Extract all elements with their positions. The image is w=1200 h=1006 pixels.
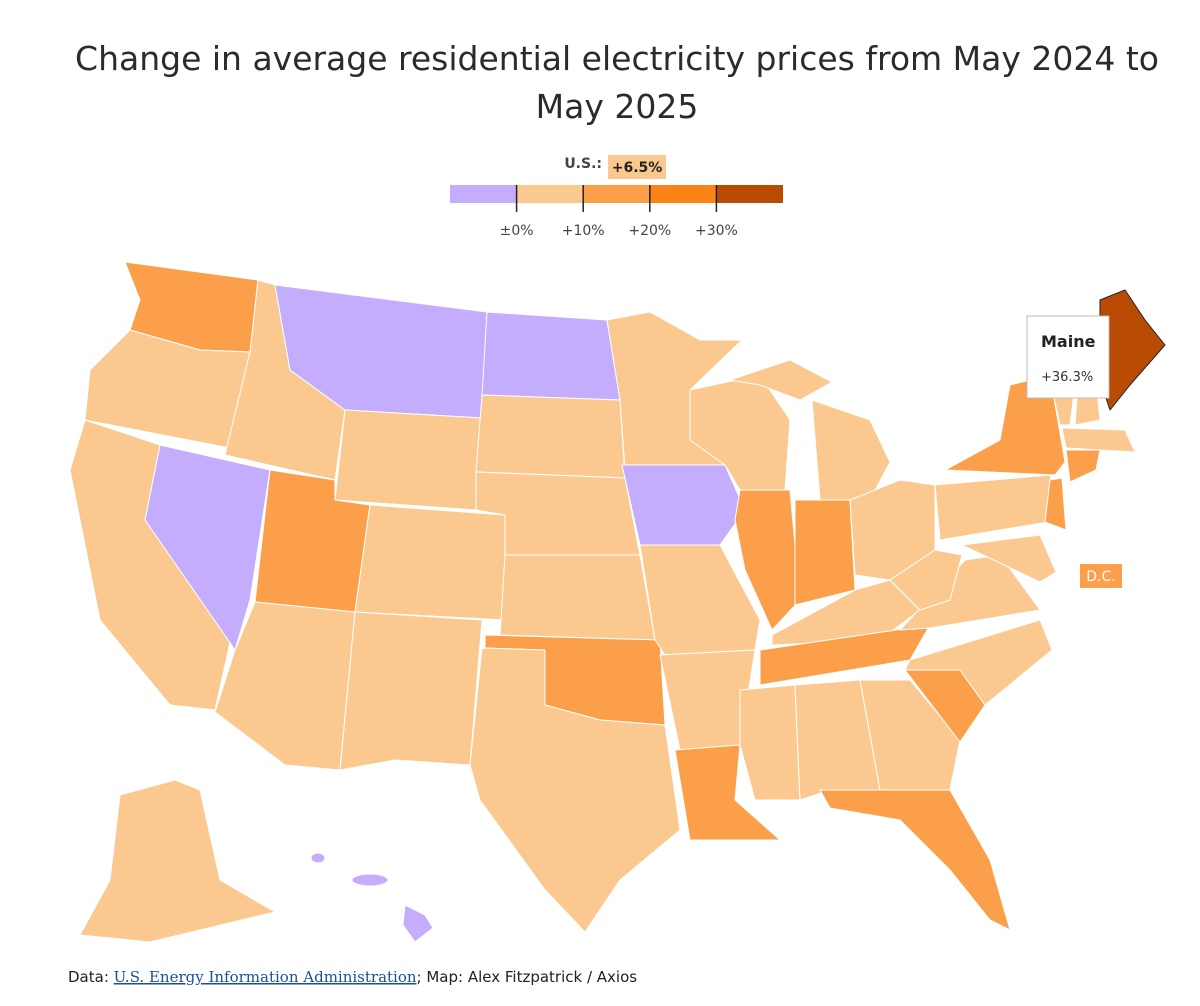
tooltip-box xyxy=(1026,315,1110,399)
state xyxy=(739,684,801,801)
legend-tick-label: +20% xyxy=(628,223,671,239)
footer: Data: U.S. Energy Information Administra… xyxy=(68,968,637,986)
state xyxy=(859,679,961,791)
us-value: +6.5% xyxy=(612,160,663,176)
state xyxy=(674,744,781,841)
state xyxy=(729,359,833,401)
state xyxy=(481,311,621,401)
state xyxy=(144,444,271,651)
legend-swatch xyxy=(649,185,717,203)
state xyxy=(934,474,1061,541)
legend-tick-label: +30% xyxy=(695,223,738,239)
legend: ±0% +10% +20% +30% xyxy=(450,185,783,239)
state xyxy=(889,549,963,611)
us-value-box xyxy=(608,155,666,179)
legend-swatch xyxy=(450,185,517,203)
state xyxy=(1065,449,1101,483)
state xyxy=(475,394,626,479)
state xyxy=(811,399,891,501)
state xyxy=(734,489,801,631)
legend-tick-label: +10% xyxy=(562,223,605,239)
source-link[interactable]: U.S. Energy Information Administration xyxy=(114,968,417,986)
state xyxy=(1099,289,1166,411)
title: May 2025 xyxy=(536,87,699,126)
footer-credit: ; Map: Alex Fitzpatrick / Axios xyxy=(417,968,638,986)
state xyxy=(1061,427,1136,453)
title: Change in average residential electricit… xyxy=(75,39,1159,78)
state xyxy=(339,611,483,771)
state xyxy=(621,464,746,546)
legend-swatch xyxy=(583,185,650,203)
state xyxy=(819,789,1011,931)
us-label: U.S.: xyxy=(564,156,602,172)
dc-box xyxy=(1080,564,1122,588)
state xyxy=(402,904,434,943)
dc-label: D.C. xyxy=(1086,569,1115,585)
footer-prefix: Data: xyxy=(68,968,109,986)
state xyxy=(310,852,326,864)
legend-tick-label: ±0% xyxy=(500,223,534,239)
state xyxy=(904,619,1053,706)
legend-swatch xyxy=(716,185,783,203)
state xyxy=(1044,477,1067,531)
tooltip-value: +36.3% xyxy=(1041,370,1093,385)
state xyxy=(79,779,276,943)
state xyxy=(639,544,761,656)
state xyxy=(351,873,389,887)
states xyxy=(69,261,1166,943)
state xyxy=(469,647,681,933)
state xyxy=(794,499,856,606)
state xyxy=(334,409,483,511)
legend-swatch xyxy=(516,185,584,203)
state xyxy=(354,504,506,621)
state xyxy=(499,554,656,641)
state xyxy=(961,534,1057,583)
tooltip-name: Maine xyxy=(1041,332,1096,351)
